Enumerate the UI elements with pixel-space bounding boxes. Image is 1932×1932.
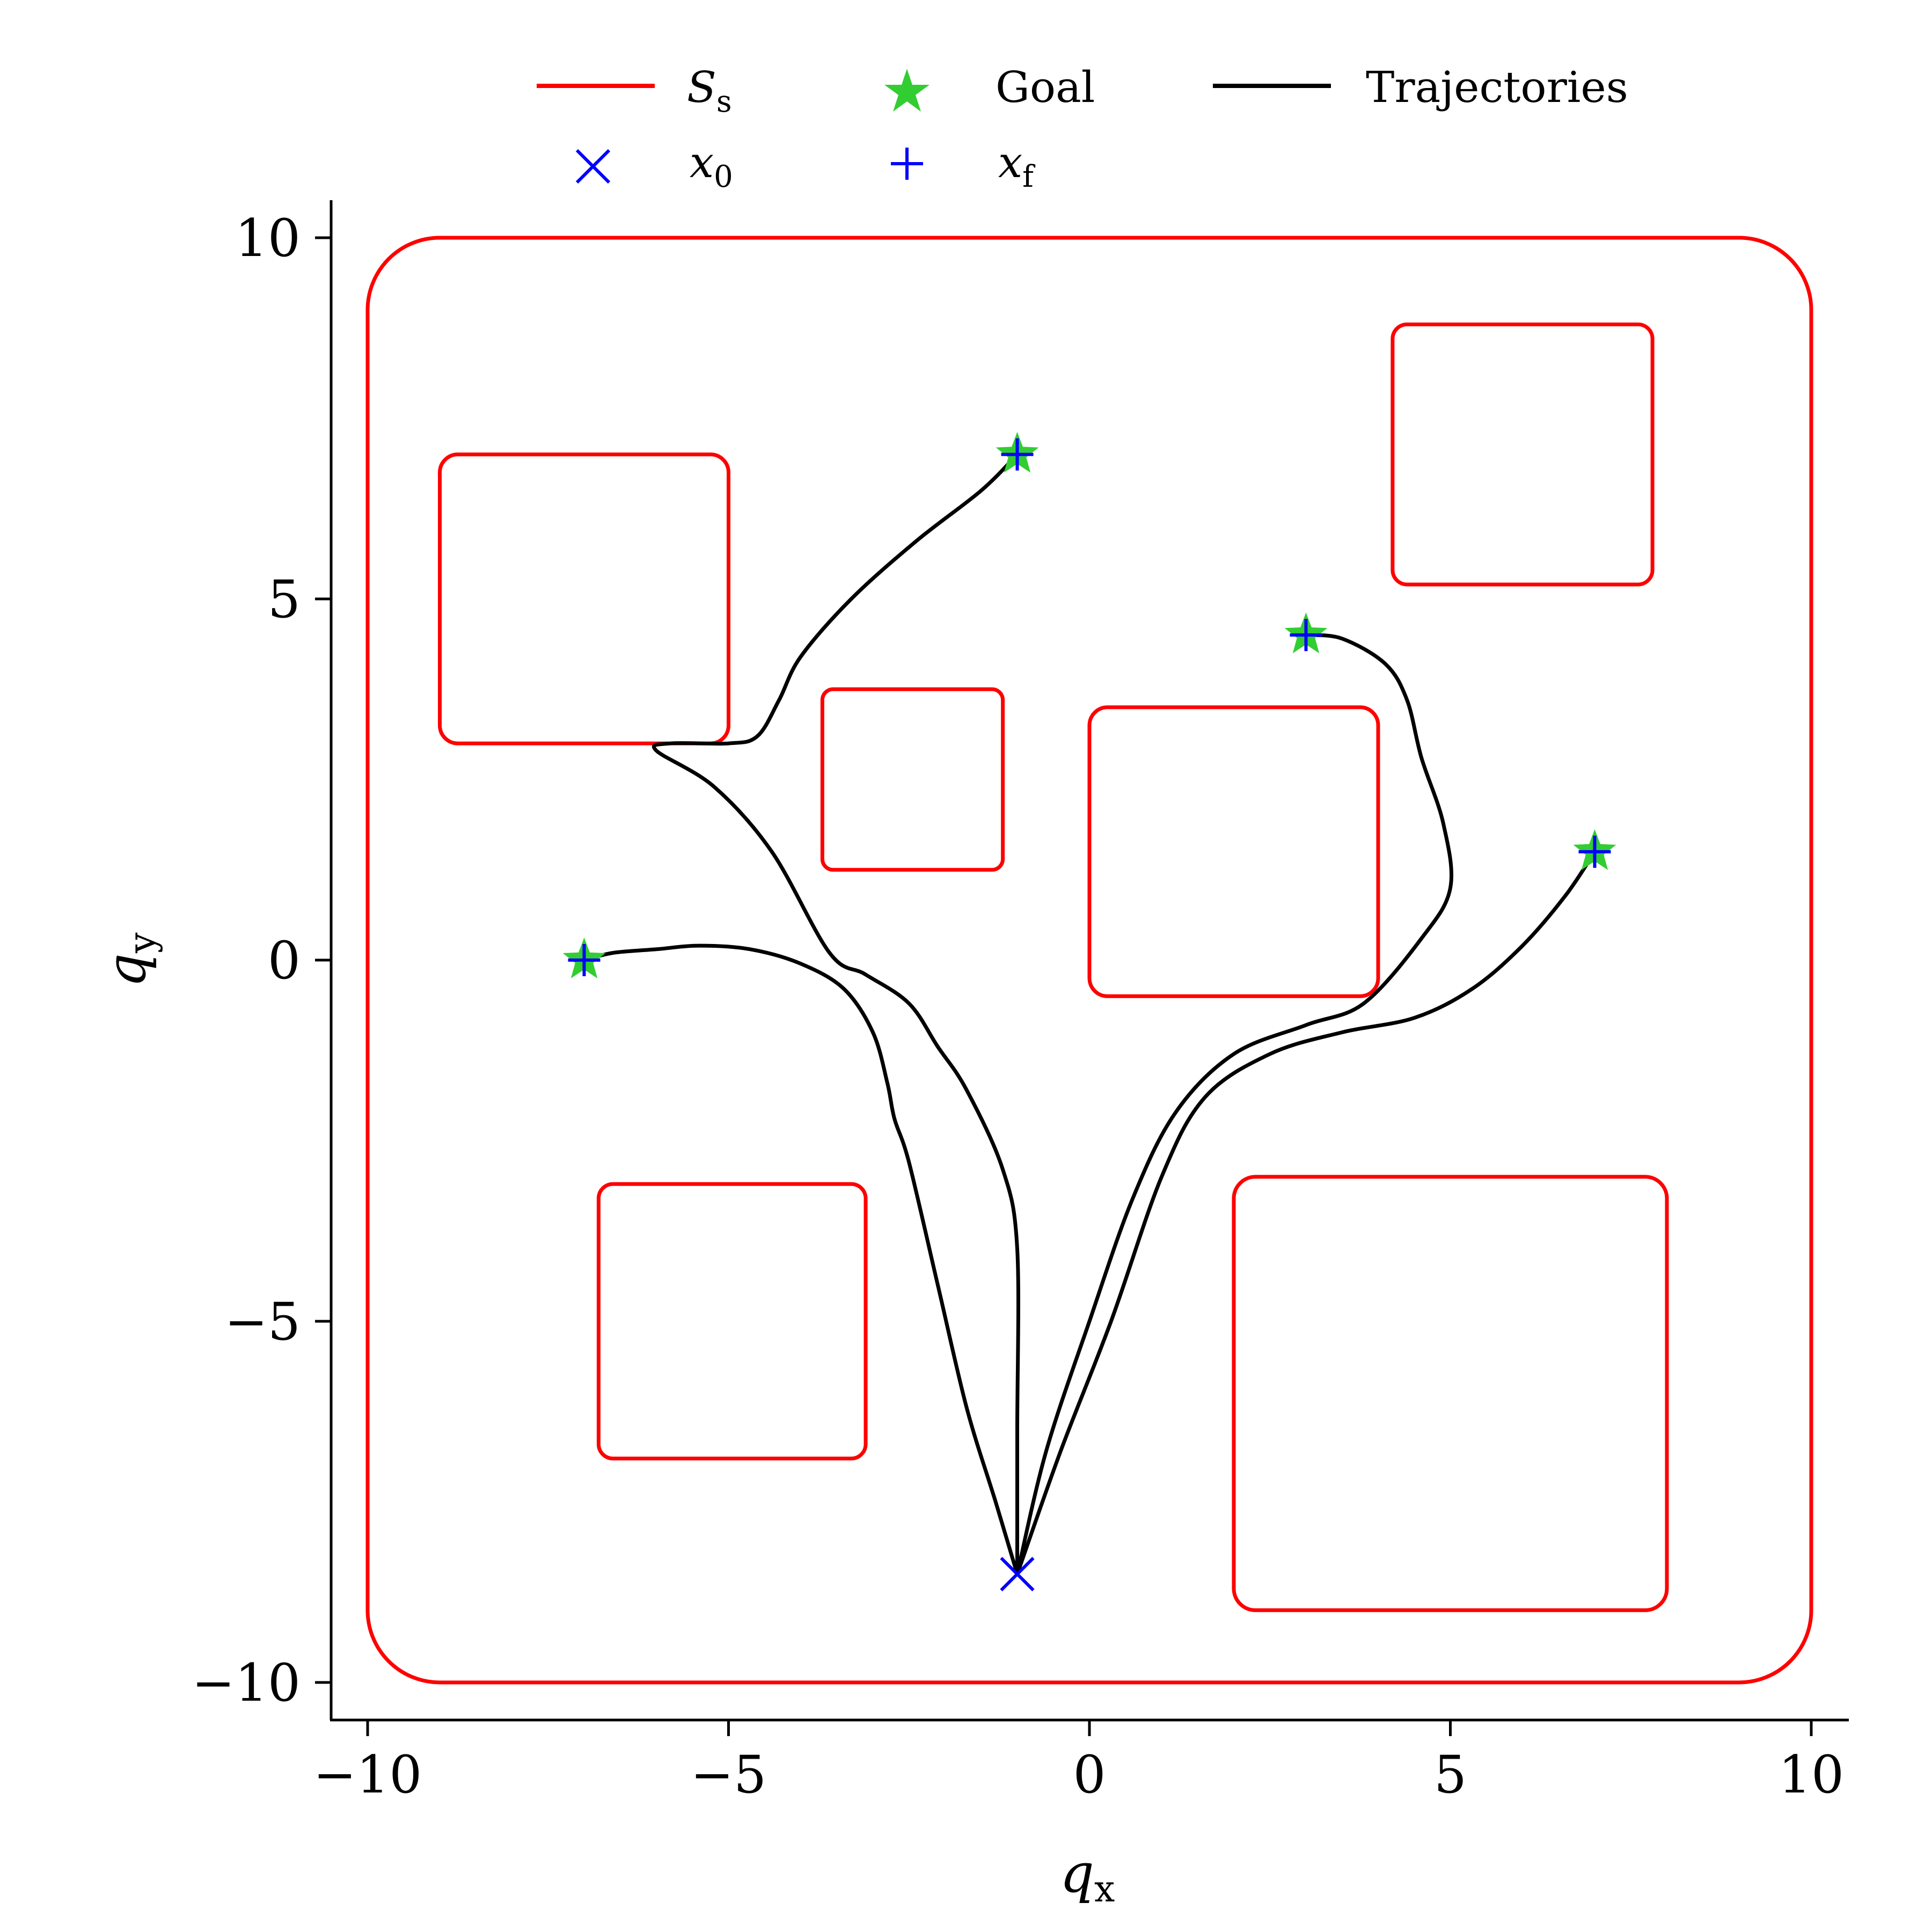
trajectories — [583, 453, 1597, 1575]
final-state-plus — [568, 944, 601, 976]
final-state-plus — [1290, 619, 1322, 652]
final-state-plus — [1578, 836, 1611, 868]
x-tick-label: −10 — [313, 1745, 422, 1805]
x-tick-label: 0 — [1073, 1745, 1106, 1805]
y-axis-label: qy — [95, 932, 164, 987]
y-tick-label: 0 — [268, 931, 301, 991]
safe-set — [365, 236, 1813, 1685]
trajectory-line — [1015, 633, 1453, 1575]
safe-set-obstacle — [1232, 1175, 1669, 1612]
y-ticks: −10 −5 0 5 10 — [192, 208, 331, 1713]
legend-goal-star-icon — [884, 69, 930, 112]
legend-trajectories-label: Trajectories — [1366, 62, 1628, 112]
legend-xf-label: xf — [998, 137, 1036, 194]
y-tick-label: 10 — [235, 208, 301, 268]
final-state-plus — [1001, 438, 1034, 471]
safe-set-obstacle — [1391, 323, 1655, 587]
x-tick-label: 5 — [1434, 1745, 1467, 1805]
initial-state-x — [1000, 1556, 1035, 1592]
safe-set-obstacle — [438, 452, 730, 745]
trajectory-line — [652, 453, 1020, 1575]
legend-x0-marker-icon — [575, 149, 611, 184]
legend-xf-marker-icon — [891, 148, 923, 180]
y-tick-label: −5 — [224, 1292, 301, 1352]
x-ticks: −10 −5 0 5 10 — [313, 1720, 1844, 1805]
markers — [562, 431, 1616, 1592]
x-tick-label: −5 — [691, 1745, 767, 1805]
legend-x0-label: x0 — [690, 137, 733, 194]
legend-safe-set-label: Ss — [687, 62, 732, 119]
x-tick-label: 10 — [1779, 1745, 1844, 1805]
safe-set-obstacle — [820, 687, 1005, 872]
x-axis-label: qx — [1060, 1842, 1115, 1911]
legend-goal-label: Goal — [996, 62, 1095, 112]
legend: Ss Goal Trajectories x0 xf — [537, 62, 1628, 194]
safe-set-obstacle — [1087, 705, 1380, 998]
safe-set-obstacle — [596, 1182, 868, 1461]
trajectory-line — [1015, 851, 1597, 1575]
y-tick-label: 5 — [268, 569, 301, 630]
trajectory-line — [583, 943, 1019, 1575]
safe-set-outer-boundary — [365, 236, 1813, 1685]
y-tick-label: −10 — [192, 1653, 301, 1713]
